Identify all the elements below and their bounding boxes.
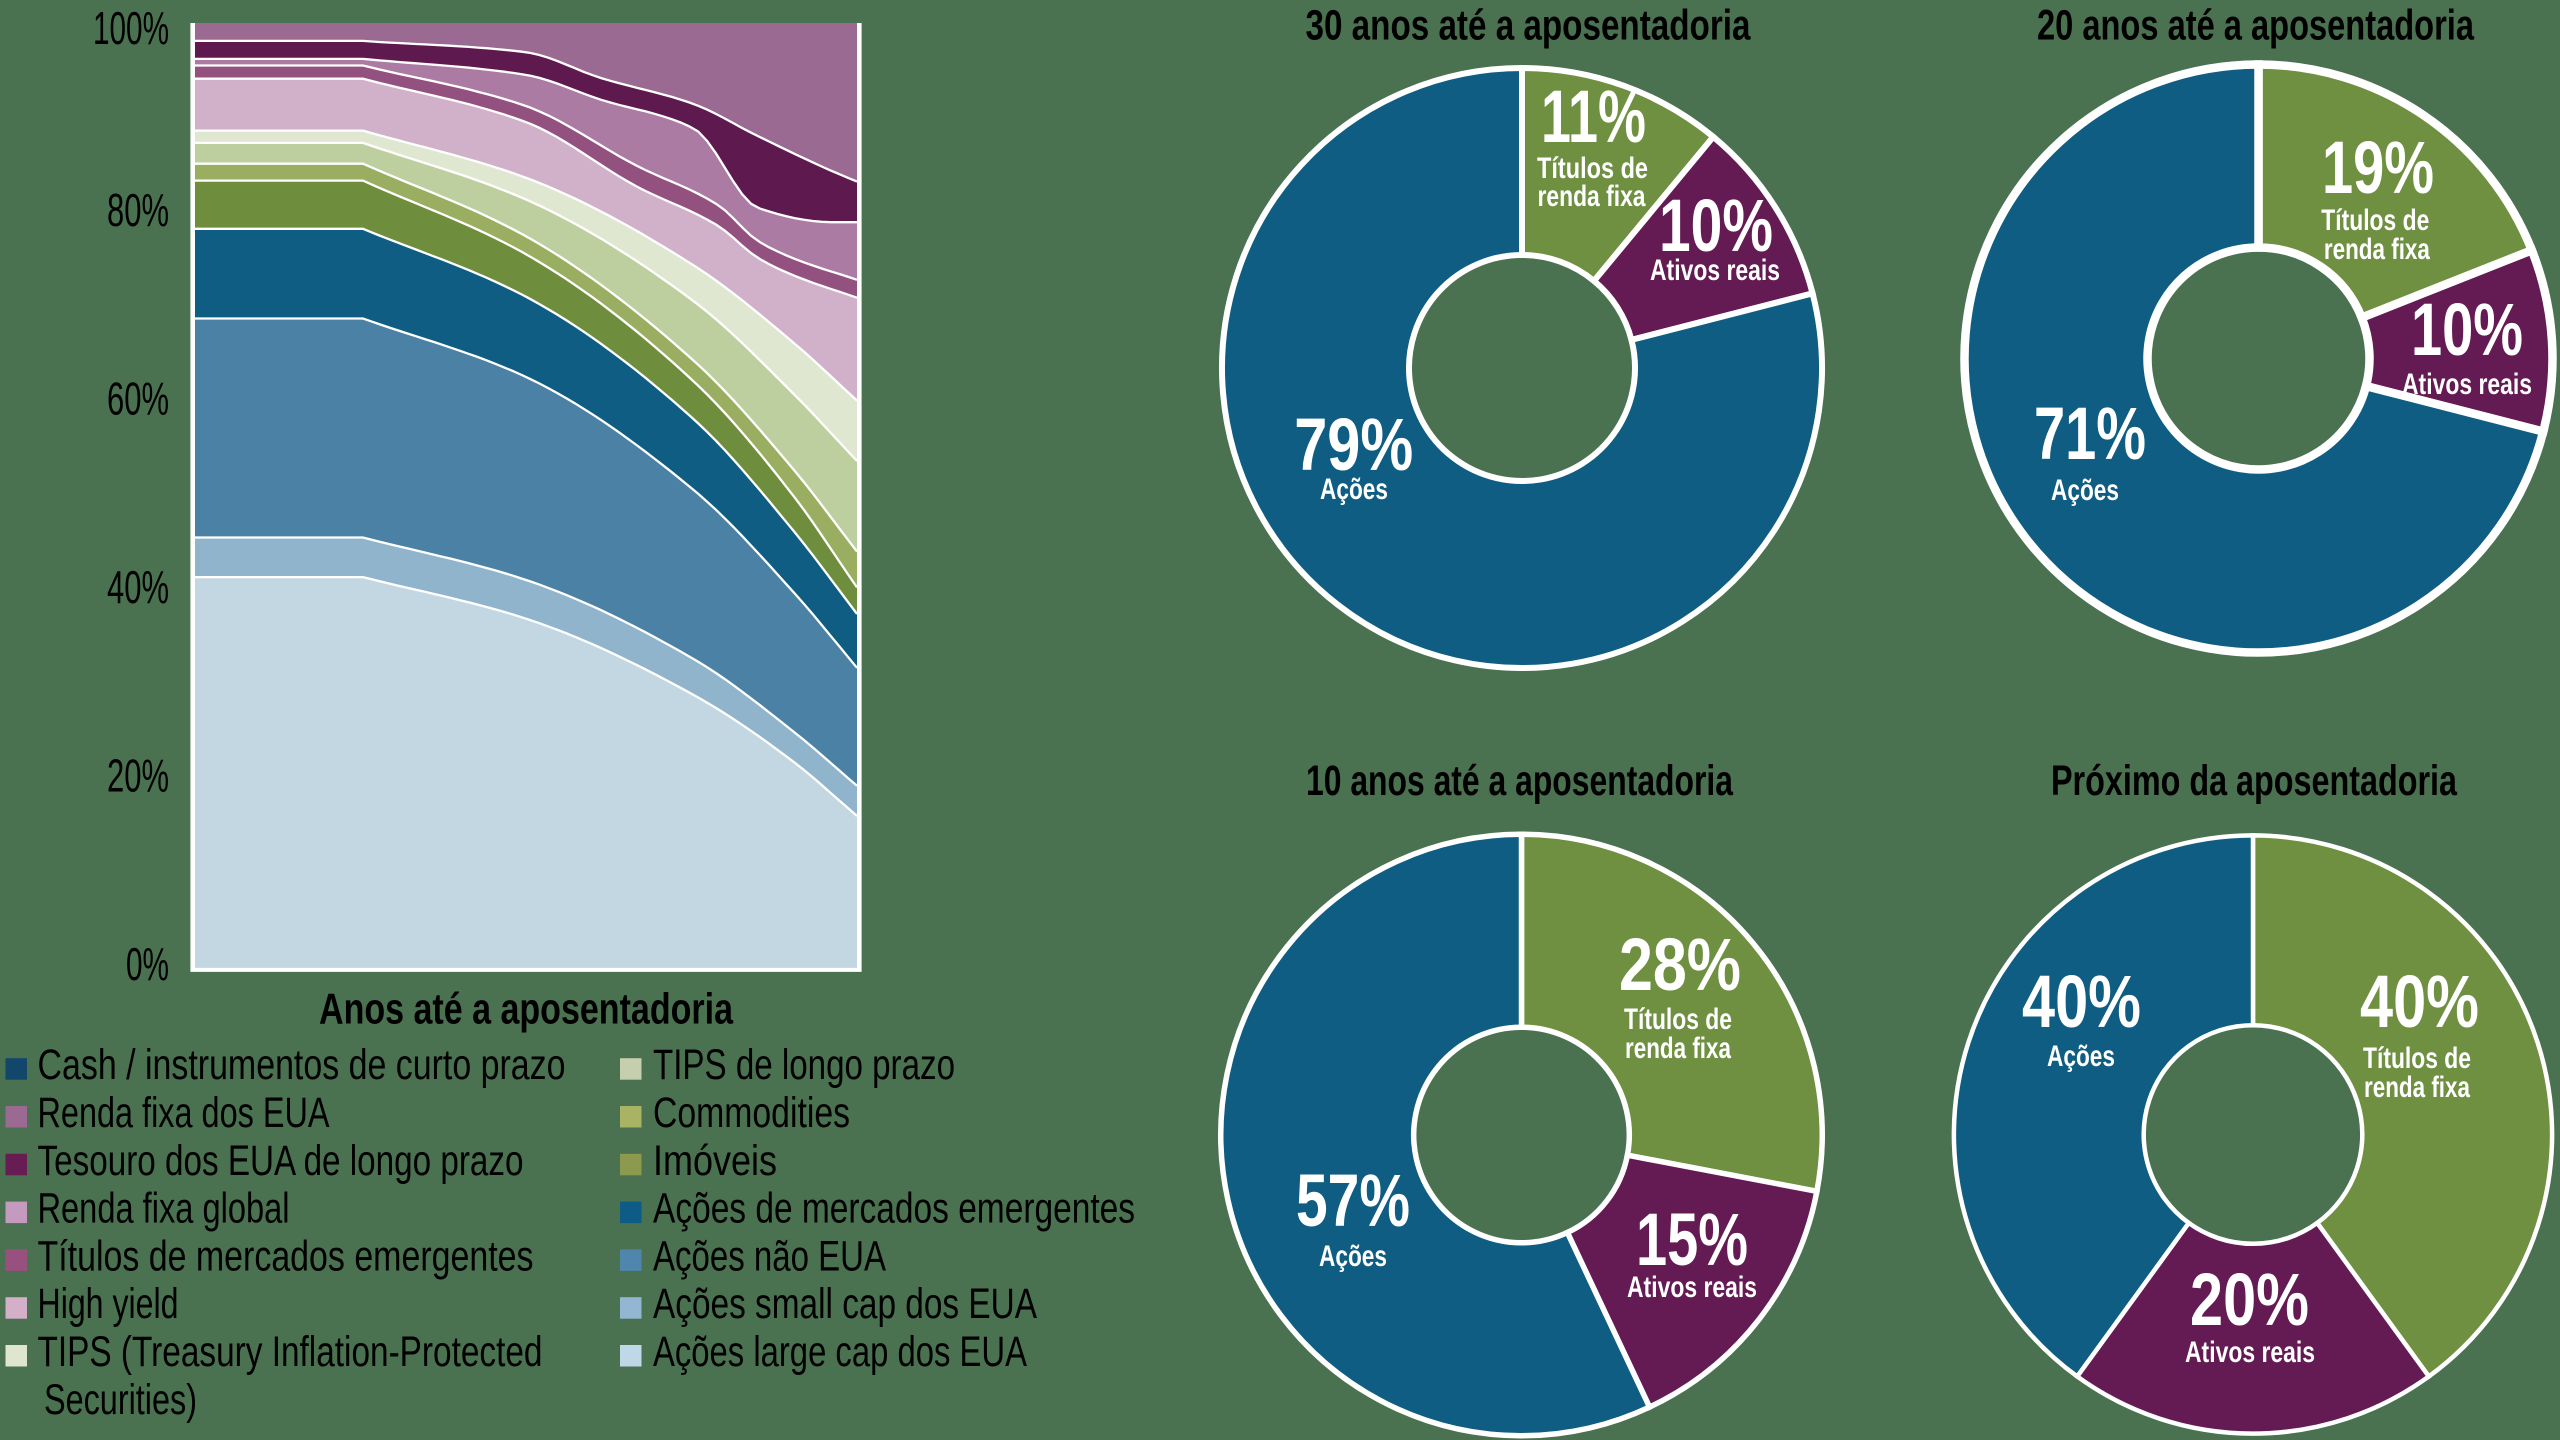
svg-text:20%: 20% (107, 750, 169, 802)
svg-text:71%: 71% (2034, 392, 2146, 475)
svg-text:Títulos de: Títulos de (1624, 1003, 1732, 1036)
svg-text:Tesouro dos EUA de longo prazo: Tesouro dos EUA de longo prazo (38, 1137, 524, 1185)
svg-text:Ações: Ações (2047, 1040, 2115, 1073)
svg-text:Títulos de: Títulos de (1537, 152, 1648, 185)
svg-text:TIPS (Treasury Inflation-Prote: TIPS (Treasury Inflation-Protected (38, 1328, 543, 1376)
svg-text:79%: 79% (1294, 403, 1413, 486)
svg-text:High yield: High yield (38, 1280, 179, 1328)
svg-text:20%: 20% (2190, 1258, 2309, 1341)
svg-text:10 anos até a aposentadoria: 10 anos até a aposentadoria (1306, 757, 1734, 805)
svg-text:57%: 57% (1296, 1159, 1410, 1242)
svg-text:Ações não EUA: Ações não EUA (653, 1232, 886, 1280)
svg-text:10%: 10% (2411, 288, 2523, 371)
svg-text:renda fixa: renda fixa (2324, 233, 2430, 266)
svg-text:Ações: Ações (2051, 474, 2119, 507)
svg-text:60%: 60% (107, 373, 169, 425)
svg-text:Ações small cap dos EUA: Ações small cap dos EUA (653, 1280, 1037, 1328)
svg-text:Ações de mercados emergentes: Ações de mercados emergentes (653, 1185, 1135, 1233)
svg-text:Ativos reais: Ativos reais (2402, 368, 2532, 401)
svg-text:Imóveis: Imóveis (653, 1137, 777, 1185)
svg-text:28%: 28% (1619, 923, 1741, 1006)
svg-text:Securities): Securities) (44, 1376, 197, 1424)
svg-text:Anos até a aposentadoria: Anos até a aposentadoria (319, 985, 733, 1034)
svg-text:10%: 10% (1659, 184, 1773, 267)
svg-text:Títulos de: Títulos de (2321, 204, 2429, 237)
svg-text:Ações: Ações (1320, 473, 1388, 506)
svg-text:20 anos até a aposentadoria: 20 anos até a aposentadoria (2037, 2, 2475, 50)
svg-text:Ações large cap dos EUA: Ações large cap dos EUA (653, 1328, 1027, 1376)
svg-text:renda fixa: renda fixa (2364, 1071, 2470, 1104)
svg-text:Títulos de mercados emergentes: Títulos de mercados emergentes (38, 1232, 534, 1280)
svg-text:30 anos até a aposentadoria: 30 anos até a aposentadoria (1306, 2, 1752, 50)
svg-text:Commodities: Commodities (653, 1089, 850, 1137)
svg-text:TIPS de longo prazo: TIPS de longo prazo (653, 1041, 955, 1089)
svg-text:80%: 80% (107, 184, 169, 236)
svg-text:Cash / instrumentos de curto p: Cash / instrumentos de curto prazo (38, 1041, 566, 1089)
svg-text:15%: 15% (1636, 1198, 1748, 1281)
svg-text:Títulos de: Títulos de (2363, 1042, 2471, 1075)
svg-text:11%: 11% (1541, 75, 1646, 158)
svg-text:Renda fixa dos EUA: Renda fixa dos EUA (38, 1089, 330, 1137)
svg-text:Ativos reais: Ativos reais (2185, 1336, 2315, 1369)
svg-text:40%: 40% (2360, 960, 2479, 1043)
svg-text:Ativos reais: Ativos reais (1627, 1271, 1757, 1304)
svg-text:100%: 100% (93, 2, 169, 54)
svg-text:Ações: Ações (1319, 1240, 1387, 1273)
svg-text:19%: 19% (2322, 126, 2434, 209)
svg-text:renda fixa: renda fixa (1538, 180, 1646, 213)
svg-text:Ativos reais: Ativos reais (1650, 254, 1780, 287)
svg-text:Próximo da aposentadoria: Próximo da aposentadoria (2051, 757, 2458, 805)
svg-text:40%: 40% (2022, 960, 2141, 1043)
svg-text:40%: 40% (107, 561, 169, 613)
svg-text:renda fixa: renda fixa (1625, 1032, 1731, 1065)
svg-text:0%: 0% (126, 938, 169, 990)
svg-text:Renda fixa global: Renda fixa global (38, 1185, 290, 1233)
